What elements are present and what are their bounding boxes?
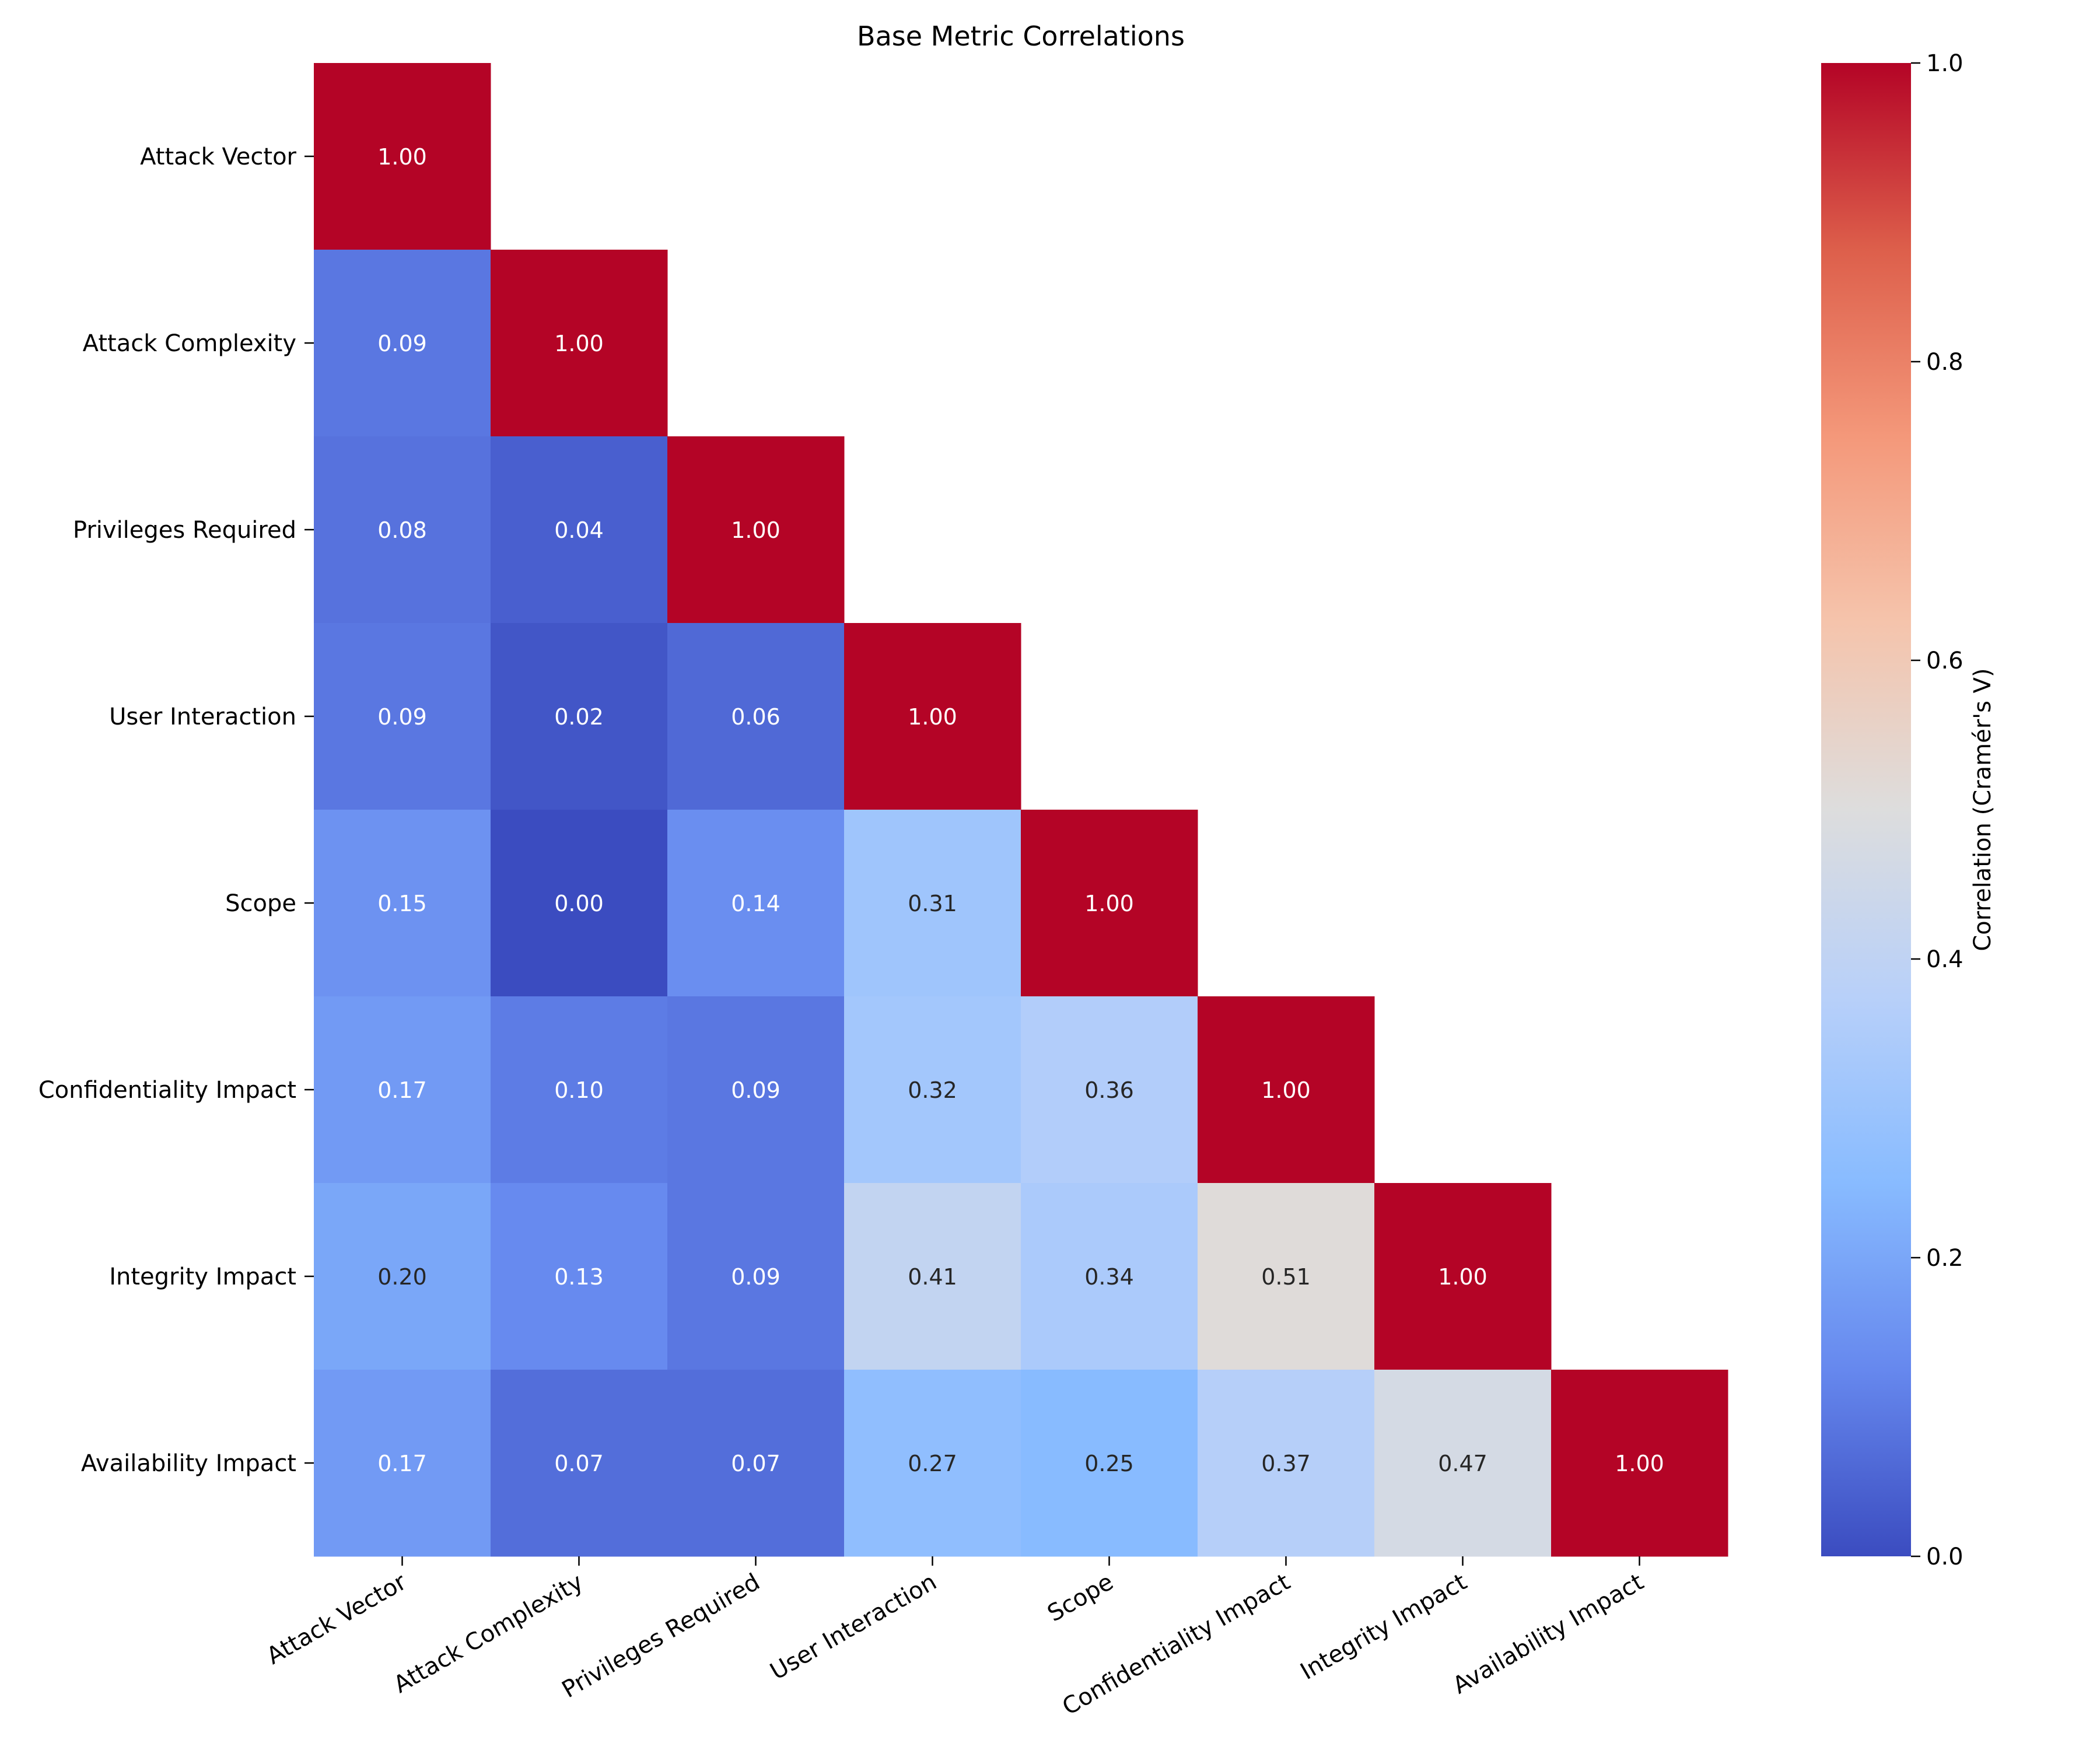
cell-value-label: 0.14 [731,891,780,916]
cell-value-label: 0.07 [731,1451,780,1476]
heatmap-cell [844,810,1021,997]
heatmap-cell [1551,1370,1728,1557]
heatmap-cell [1374,1370,1552,1557]
heatmap-cell [844,1370,1021,1557]
cell-value-label: 0.47 [1438,1451,1488,1476]
cell-value-label: 0.09 [731,1264,780,1290]
heatmap-cell [491,810,668,997]
heatmap-cell [314,63,491,250]
heatmap-cell [314,623,491,810]
heatmap-cell [667,1370,845,1557]
heatmap-cell [667,623,845,810]
heatmap-cell [667,996,845,1184]
heatmap-cell [314,996,491,1184]
heatmap-cell [491,623,668,810]
colorbar-tick-label: 0.6 [1926,648,1964,674]
y-tick-label: Scope [225,890,296,917]
heatmap-cell [667,810,845,997]
heatmap-cell [1198,996,1375,1184]
heatmap-cell [1198,1370,1375,1557]
heatmap-cell [314,1370,491,1557]
colorbar: 0.0 0.2 0.4 0.6 0.8 1.0 Correlation (Cramér's… [1821,50,1996,1570]
colorbar-ticks: 0.0 0.2 0.4 0.6 0.8 1.0 [1911,50,1964,1570]
heatmap-cells [314,63,1728,1557]
colorbar-gradient [1821,63,1911,1556]
cell-value-label: 0.17 [377,1077,427,1103]
cell-value-label: 0.41 [908,1264,957,1290]
heatmap-cell [1021,810,1198,997]
cell-value-label: 0.36 [1084,1077,1134,1103]
heatmap-cell [1021,1370,1198,1557]
cell-value-label: 0.07 [554,1451,604,1476]
heatmap-cell [314,1183,491,1370]
cell-value-label: 1.00 [908,704,957,730]
cell-annotations: 1.00 0.09 1.00 0.08 0.04 1.00 0.09 0.02 0.06 1.00… [377,144,1664,1476]
colorbar-tick-label: 0.0 [1926,1544,1964,1570]
cell-value-label: 0.17 [377,1451,427,1476]
heatmap-cell [314,250,491,437]
cell-value-label: 1.00 [554,331,604,356]
colorbar-tick-label: 0.8 [1926,349,1964,376]
cell-value-label: 1.00 [731,517,780,543]
cell-value-label: 0.31 [908,891,957,916]
cell-value-label: 0.10 [554,1077,604,1103]
cell-value-label: 0.32 [908,1077,957,1103]
heatmap-cell [491,436,668,624]
cell-value-label: 0.00 [554,891,604,916]
cell-value-label: 0.37 [1261,1451,1311,1476]
heatmap-cell [1021,996,1198,1184]
heatmap-cell [844,1183,1021,1370]
y-tick-label: Privileges Required [73,517,296,544]
colorbar-label: Correlation (Cramér's V) [1969,668,1996,951]
cell-value-label: 1.00 [1261,1077,1311,1103]
heatmap-cell [1198,1183,1375,1370]
colorbar-tick-label: 1.0 [1926,50,1964,77]
cell-value-label: 0.34 [1084,1264,1134,1290]
cell-value-label: 0.09 [731,1077,780,1103]
heatmap-cell [844,623,1021,810]
heatmap-cell [491,1370,668,1557]
heatmap-cell [491,1183,668,1370]
y-tick-label: Integrity Impact [109,1264,296,1290]
y-tick-label: Attack Complexity [83,330,296,357]
cell-value-label: 0.06 [731,704,780,730]
y-tick-label: Availability Impact [81,1450,296,1477]
heatmap-cell [314,436,491,624]
cell-value-label: 1.00 [377,144,427,170]
colorbar-tick-label: 0.2 [1926,1245,1964,1272]
heatmap-cell [844,996,1021,1184]
heatmap-cell [667,1183,845,1370]
cell-value-label: 0.25 [1084,1451,1134,1476]
y-axis: Attack Vector Attack Complexity Privileges… [38,144,314,1477]
cell-value-label: 0.02 [554,704,604,730]
cell-value-label: 0.09 [377,704,427,730]
heatmap-cell [667,436,845,624]
cell-value-label: 1.00 [1438,1264,1488,1290]
y-tick-label: Attack Vector [140,144,296,170]
cell-value-label: 0.20 [377,1264,427,1290]
cell-value-label: 0.27 [908,1451,957,1476]
cell-value-label: 0.13 [554,1264,604,1290]
y-tick-label: Confidentiality Impact [38,1077,296,1104]
cell-value-label: 0.15 [377,891,427,916]
heatmap-cell [314,810,491,997]
heatmap-cell [491,250,668,437]
chart-title: Base Metric Correlations [857,20,1185,52]
colorbar-tick-label: 0.4 [1926,946,1964,973]
heatmap-cell [1021,1183,1198,1370]
cell-value-label: 1.00 [1615,1451,1664,1476]
heatmap-cell [1374,1183,1552,1370]
y-tick-label: User Interaction [109,704,296,730]
cell-value-label: 0.51 [1261,1264,1311,1290]
cell-value-label: 0.08 [377,517,427,543]
heatmap-cell [491,996,668,1184]
cell-value-label: 1.00 [1084,891,1134,916]
cell-value-label: 0.04 [554,517,604,543]
cell-value-label: 0.09 [377,331,427,356]
